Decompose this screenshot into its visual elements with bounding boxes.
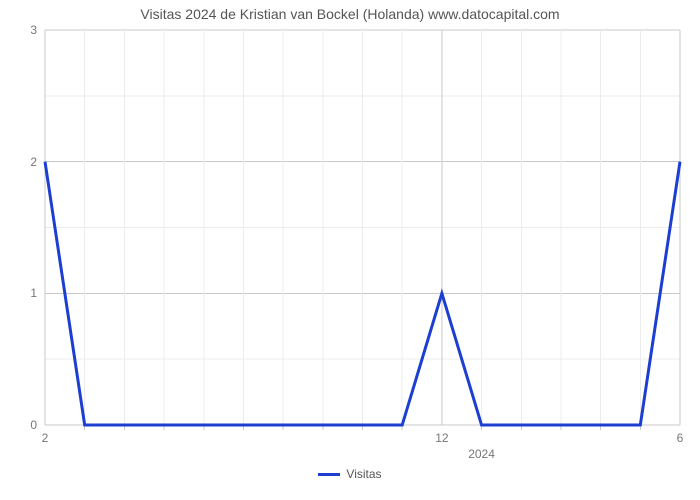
y-tick-label: 2 — [13, 155, 37, 169]
legend-label: Visitas — [346, 467, 381, 481]
x-axis-year-label: 2024 — [468, 447, 495, 461]
line-chart — [0, 0, 700, 500]
legend: Visitas — [0, 467, 700, 481]
y-tick-label: 1 — [13, 286, 37, 300]
x-tick-label: 6 — [677, 431, 684, 445]
x-tick-label: 2 — [42, 431, 49, 445]
x-tick-label: 12 — [435, 431, 448, 445]
legend-swatch — [318, 473, 340, 476]
y-tick-label: 0 — [13, 418, 37, 432]
y-tick-label: 3 — [13, 23, 37, 37]
chart-container: Visitas 2024 de Kristian van Bockel (Hol… — [0, 0, 700, 500]
